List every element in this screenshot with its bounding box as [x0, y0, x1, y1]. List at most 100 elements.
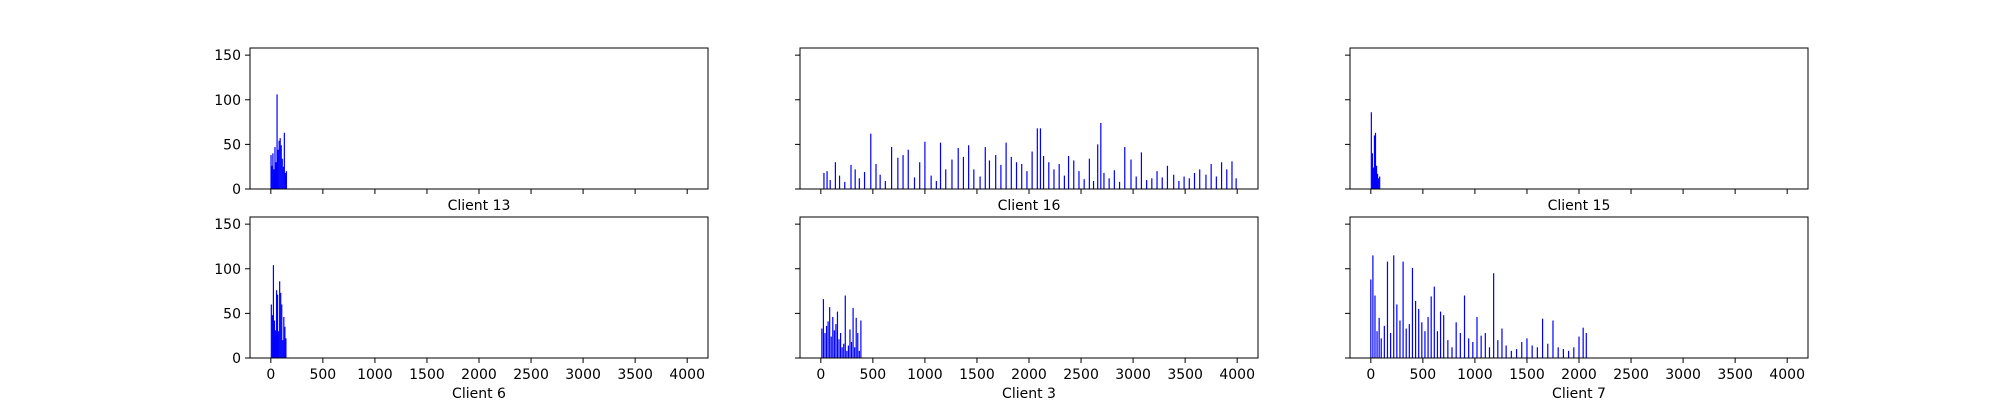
bar	[1031, 151, 1033, 189]
bar	[1541, 318, 1544, 358]
bar	[278, 331, 280, 358]
bar	[897, 157, 899, 189]
bar	[1205, 174, 1207, 189]
bar	[850, 341, 853, 358]
bar	[1567, 350, 1570, 358]
bar	[1573, 347, 1575, 358]
x-tick-label: 3000	[1665, 367, 1701, 383]
x-axis-label: Client 15	[1548, 198, 1611, 214]
bar	[1515, 349, 1518, 358]
bar	[1118, 181, 1121, 189]
bar	[1421, 322, 1423, 358]
bar	[1140, 152, 1143, 189]
bar	[1405, 328, 1407, 358]
bar	[273, 169, 275, 189]
bar	[1547, 343, 1549, 358]
bar	[1374, 132, 1377, 189]
bar	[829, 307, 831, 358]
bar	[913, 177, 916, 189]
bar	[1476, 316, 1478, 358]
axes-frame	[799, 216, 1259, 359]
bar	[280, 145, 282, 189]
bar	[822, 299, 825, 358]
x-tick-label: 500	[1409, 367, 1436, 383]
bar	[1067, 155, 1070, 189]
y-tick-label: 0	[232, 182, 241, 198]
bar	[1378, 178, 1380, 189]
bar	[836, 311, 839, 358]
bar	[902, 155, 904, 189]
bar	[276, 94, 278, 189]
bar	[995, 155, 997, 189]
bar	[1552, 320, 1554, 358]
bar	[1226, 169, 1228, 189]
bar	[860, 320, 862, 358]
bar	[273, 320, 276, 358]
bar	[1497, 340, 1499, 358]
bar	[1178, 180, 1180, 189]
x-tick-label: 1500	[959, 367, 995, 383]
bar	[1526, 338, 1528, 358]
bar	[1058, 164, 1060, 189]
bar	[1100, 122, 1102, 189]
bar	[829, 180, 831, 189]
bar	[924, 141, 926, 189]
bar	[1390, 333, 1392, 358]
bar	[825, 325, 828, 358]
bar	[1585, 333, 1587, 358]
bar	[1430, 296, 1432, 358]
bar	[1480, 335, 1482, 358]
x-tick-label: 0	[266, 367, 275, 383]
bar	[277, 149, 279, 189]
x-tick-label: 2500	[1063, 367, 1099, 383]
x-axis-label: Client 13	[448, 198, 511, 214]
bar	[830, 336, 832, 358]
bar	[271, 165, 273, 189]
bar	[1156, 171, 1158, 189]
bar	[1015, 162, 1018, 189]
y-tick-label: 100	[214, 93, 241, 109]
bar	[274, 330, 277, 358]
bar	[1531, 345, 1533, 358]
bar	[1036, 128, 1038, 189]
bar	[840, 333, 842, 358]
bar	[1536, 347, 1538, 358]
bar	[1408, 324, 1410, 358]
subplot-client-13: 0 50 100 150 Client 13	[214, 47, 709, 214]
x-tick-label: 1500	[1509, 367, 1545, 383]
bar	[278, 140, 280, 189]
bar	[973, 169, 975, 189]
bar	[1402, 261, 1404, 358]
bar	[1063, 175, 1065, 189]
x-tick-label: 3000	[1115, 367, 1151, 383]
bar	[1418, 308, 1420, 358]
x-tick-label: 3000	[565, 367, 601, 383]
bar	[1039, 128, 1042, 189]
bar	[1427, 316, 1429, 358]
bar	[1151, 178, 1153, 189]
bar	[1183, 176, 1185, 189]
bar	[1083, 179, 1085, 189]
y-tick-label: 0	[232, 351, 241, 367]
bar	[1235, 178, 1237, 189]
bar	[833, 330, 835, 358]
x-tick-label: 3500	[1167, 367, 1203, 383]
bar	[1374, 295, 1376, 358]
x-tick-label: 1000	[1457, 367, 1493, 383]
bar	[1000, 164, 1002, 189]
bar	[1210, 164, 1212, 189]
x-tick-label: 4000	[1769, 367, 1805, 383]
bar	[1215, 176, 1217, 189]
bar	[844, 181, 846, 189]
bar	[284, 326, 286, 358]
axes-frame	[1349, 47, 1809, 190]
x-tick-label: 2000	[1561, 367, 1597, 383]
bar	[281, 158, 283, 189]
bar	[270, 155, 272, 189]
bar	[834, 162, 836, 189]
bar	[907, 149, 909, 189]
bar	[984, 147, 986, 189]
x-axis-label: Client 7	[1552, 386, 1606, 400]
bar	[1010, 156, 1012, 189]
